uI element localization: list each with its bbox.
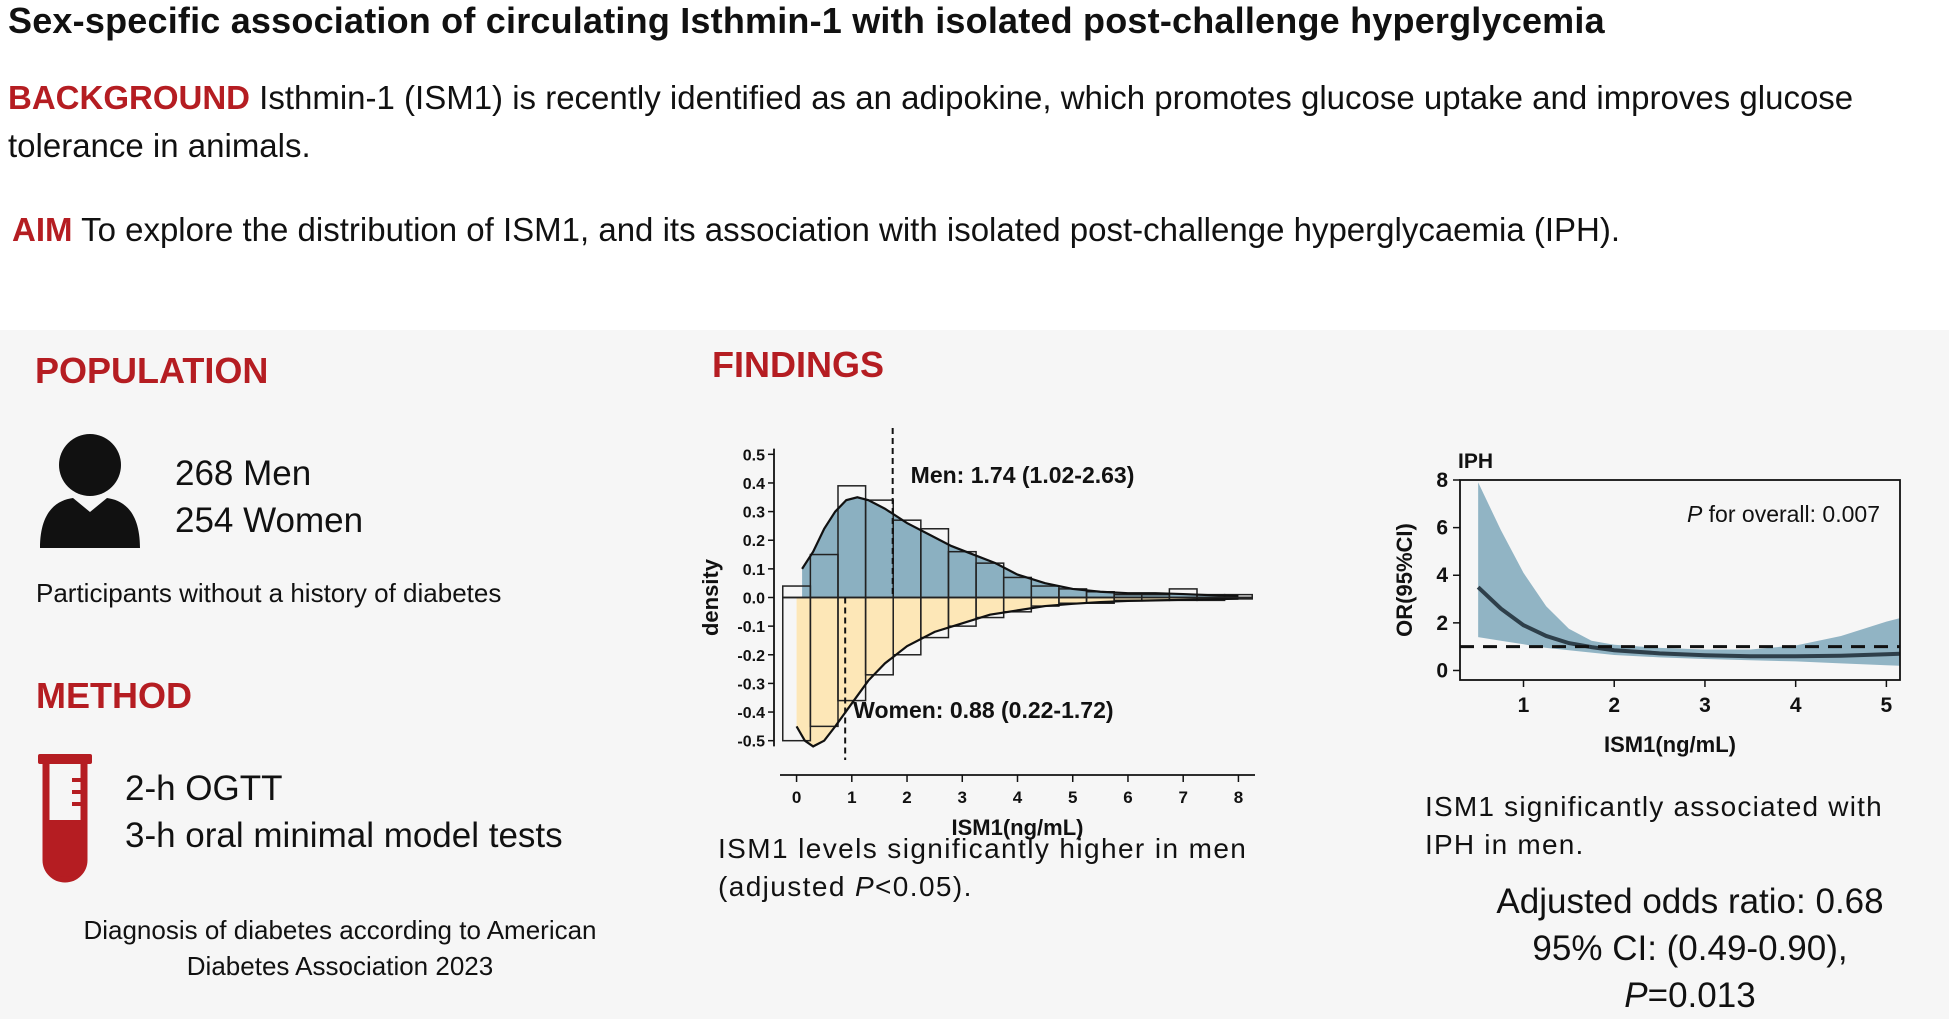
y-tick-label: 0.4	[743, 476, 765, 493]
y-tick-label: 4	[1436, 564, 1448, 587]
plot-frame	[1459, 479, 1901, 681]
x-tick-label: 1	[1518, 694, 1530, 717]
y-tick-label: 0	[1436, 659, 1448, 682]
x-tick-label: 5	[1881, 694, 1893, 717]
page-title: Sex-specific association of circulating …	[8, 0, 1605, 41]
background-text: Isthmin-1 (ISM1) is recently identified …	[8, 79, 1854, 164]
y-tick-label: 0.5	[743, 447, 765, 464]
aim-text: To explore the distribution of ISM1, and…	[81, 211, 1621, 248]
women-count: 254 Women	[175, 501, 364, 540]
iph-result-ci: 95% CI: (0.49-0.90),	[1532, 929, 1848, 968]
women-density-area	[796, 597, 1239, 747]
findings-heading: FINDINGS	[712, 344, 885, 385]
population-heading: POPULATION	[35, 350, 269, 391]
x-tick-label: 5	[1068, 788, 1077, 807]
histogram-chart: Men: 1.74 (1.02-2.63) Women: 0.88 (0.22-1…	[700, 428, 1255, 840]
x-tick-label: 2	[902, 788, 911, 807]
aim-label: AIM	[12, 211, 73, 248]
x-tick-label: 4	[1790, 694, 1802, 717]
p-overall-label: P for overall: 0.007	[1687, 501, 1880, 527]
y-tick-label: -0.1	[737, 619, 765, 636]
iph-caption-line2: IPH in men.	[1425, 829, 1585, 860]
iph-result-p: P=0.013	[1624, 976, 1756, 1015]
men-density-area	[802, 497, 1239, 598]
x-tick-label: 6	[1123, 788, 1132, 807]
test-tube-icon	[38, 754, 92, 883]
population-note: Participants without a history of diabet…	[36, 578, 502, 608]
men-median-label: Men: 1.74 (1.02-2.63)	[911, 462, 1135, 488]
women-density-line	[795, 597, 1239, 748]
y-tick-label: 2	[1436, 612, 1448, 635]
y-tick-label: -0.5	[737, 734, 765, 751]
women-median-label: Women: 0.88 (0.22-1.72)	[853, 697, 1113, 723]
odds-ratio-chart: 8 6 4 2 0 1 2 3 4 5 IPH P for overall: 0.007 ISM1(ng…	[1392, 450, 1901, 757]
method-ogtt: 2-h OGTT	[125, 769, 283, 808]
x-tick-label: 3	[1699, 694, 1711, 717]
p-overall-value: for overall: 0.007	[1702, 501, 1880, 527]
p-italic: P	[1687, 501, 1703, 527]
findings-caption: ISM1 levels significantly higher in men …	[718, 830, 1247, 906]
method-note: Diagnosis of diabetes according to Ameri…	[20, 912, 660, 984]
x-tick-label: 3	[958, 788, 967, 807]
iph-result: Adjusted odds ratio: 0.68 95% CI: (0.49-…	[1430, 878, 1949, 1019]
findings-caption-line2: (adjusted P<0.05).	[718, 871, 973, 902]
x-tick-label: 2	[1608, 694, 1620, 717]
y-tick-label: 0.3	[743, 505, 765, 522]
y-tick-label: -0.4	[737, 705, 765, 722]
x-tick-label: 8	[1234, 788, 1243, 807]
x-axis-label: ISM1(ng/mL)	[1604, 732, 1736, 757]
iph-caption: ISM1 significantly associated with IPH i…	[1425, 788, 1883, 864]
men-count: 268 Men	[175, 454, 312, 493]
method-note-line2: Diabetes Association 2023	[186, 951, 494, 981]
background-label: BACKGROUND	[8, 79, 250, 116]
y-tick-label: 6	[1436, 517, 1448, 540]
chart-title: IPH	[1458, 450, 1493, 473]
x-tick-label: 7	[1178, 788, 1187, 807]
x-axis-label: ISM1(ng/mL)	[952, 815, 1084, 840]
findings-caption-line1: ISM1 levels significantly higher in men	[718, 833, 1248, 864]
x-tick-label: 1	[847, 788, 856, 807]
content-panel: POPULATION 268 Men 254 Women Participant…	[0, 330, 1949, 1019]
y-tick-label: 0.0	[743, 591, 765, 608]
method-minimal-model: 3-h oral minimal model tests	[125, 816, 563, 855]
y-tick-label: -0.3	[737, 676, 765, 693]
y-tick-label: 8	[1436, 469, 1448, 492]
person-icon	[40, 434, 140, 548]
y-tick-label: -0.2	[737, 648, 765, 665]
x-tick-label: 4	[1013, 788, 1023, 807]
men-density-line	[801, 496, 1239, 598]
iph-result-or: Adjusted odds ratio: 0.68	[1496, 882, 1884, 921]
background-paragraph: BACKGROUND Isthmin-1 (ISM1) is recently …	[8, 74, 1938, 170]
method-note-line1: Diagnosis of diabetes according to Ameri…	[83, 915, 597, 945]
x-tick-label: 0	[792, 788, 801, 807]
y-axis-label: OR(95%CI)	[1392, 523, 1417, 637]
y-tick-label: 0.2	[743, 533, 765, 550]
aim-paragraph: AIM To explore the distribution of ISM1,…	[12, 206, 1942, 254]
or-curve	[1476, 585, 1901, 659]
y-tick-label: 0.1	[743, 562, 765, 579]
method-heading: METHOD	[36, 675, 192, 716]
y-axis-label: density	[700, 558, 723, 636]
iph-caption-line1: ISM1 significantly associated with	[1425, 791, 1883, 822]
